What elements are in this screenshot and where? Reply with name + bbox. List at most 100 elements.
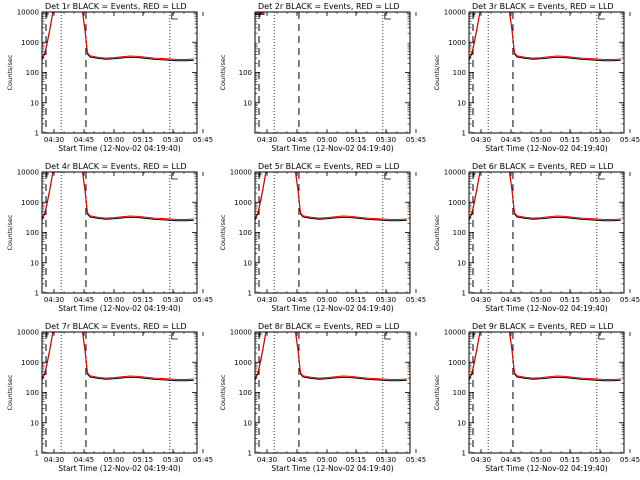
y-tick-label: 10 <box>457 99 466 107</box>
y-tick-label: 10 <box>457 419 466 427</box>
y-tick-label: 10000 <box>17 169 39 177</box>
y-tick-label: 1000 <box>448 199 466 207</box>
x-tick-label: 04:30 <box>257 296 277 304</box>
y-axis-label: Counts/sec <box>6 374 14 410</box>
x-axis-label: Start Time (12-Nov-02 04:19:40) <box>58 464 180 473</box>
x-tick-label: 05:15 <box>560 136 580 144</box>
y-tick-label: 1000 <box>21 39 39 47</box>
x-tick-label: 05:00 <box>104 296 124 304</box>
y-tick-label: 100 <box>453 69 466 77</box>
y-tick-label: 10000 <box>444 329 466 337</box>
y-tick-label: 1000 <box>448 359 466 367</box>
x-tick-label: 05:15 <box>346 456 366 464</box>
panel-title: Det 2r BLACK = Events, RED = LLD <box>258 2 400 11</box>
y-axis-label: Counts/sec <box>433 54 441 90</box>
panel-title: Det 7r BLACK = Events, RED = LLD <box>45 322 187 331</box>
y-axis-label: Counts/sec <box>433 214 441 250</box>
plot-frame <box>468 171 625 294</box>
y-tick-label: 1000 <box>234 359 252 367</box>
panel-det-5r: Det 5r BLACK = Events, RED = LLD Counts/s… <box>219 162 426 313</box>
x-tick-label: 05:45 <box>193 136 213 144</box>
x-tick-label: 05:00 <box>317 296 337 304</box>
y-tick-label: 10 <box>30 419 39 427</box>
lld-line <box>469 172 621 220</box>
y-tick-label: 100 <box>26 69 39 77</box>
events-line <box>469 12 621 62</box>
panel-det-4r: Det 4r BLACK = Events, RED = LLD Counts/s… <box>6 162 213 313</box>
x-tick-label: 05:00 <box>531 456 551 464</box>
y-tick-label: 1 <box>248 450 252 458</box>
x-tick-label: 05:45 <box>620 456 640 464</box>
x-axis-label: Start Time (12-Nov-02 04:19:40) <box>485 304 607 313</box>
x-axis-label: Start Time (12-Nov-02 04:19:40) <box>271 464 393 473</box>
y-tick-label: 10 <box>243 419 252 427</box>
x-tick-label: 05:30 <box>376 136 396 144</box>
x-tick-label: 04:45 <box>287 296 307 304</box>
lld-line <box>255 332 407 380</box>
x-tick-label: 05:00 <box>317 456 337 464</box>
x-tick-label: 05:00 <box>104 456 124 464</box>
x-axis-label: Start Time (12-Nov-02 04:19:40) <box>58 304 180 313</box>
corner-marker-left <box>472 172 476 177</box>
corner-marker-left <box>258 12 262 17</box>
x-tick-label: 05:15 <box>346 296 366 304</box>
x-tick-label: 05:30 <box>163 456 183 464</box>
panel-det-8r: Det 8r BLACK = Events, RED = LLD Counts/s… <box>219 322 426 473</box>
plot-frame <box>254 171 411 294</box>
corner-marker-right <box>598 333 605 340</box>
y-tick-label: 1000 <box>21 199 39 207</box>
y-tick-label: 100 <box>453 229 466 237</box>
y-tick-label: 10000 <box>444 9 466 17</box>
plot-frame <box>254 11 411 134</box>
events-line <box>42 332 194 382</box>
y-tick-label: 10 <box>243 259 252 267</box>
x-axis-label: Start Time (12-Nov-02 04:19:40) <box>271 304 393 313</box>
x-tick-label: 05:45 <box>620 136 640 144</box>
x-tick-label: 05:15 <box>560 456 580 464</box>
plot-area <box>255 332 407 453</box>
y-tick-label: 1000 <box>234 199 252 207</box>
x-tick-label: 05:30 <box>590 296 610 304</box>
plot-frame <box>41 11 198 134</box>
y-tick-label: 10000 <box>230 329 252 337</box>
lld-line <box>42 332 194 380</box>
x-axis-label: Start Time (12-Nov-02 04:19:40) <box>485 144 607 153</box>
x-tick-label: 04:30 <box>471 136 491 144</box>
x-tick-label: 05:30 <box>163 296 183 304</box>
y-tick-label: 1 <box>462 450 466 458</box>
x-tick-label: 04:45 <box>287 136 307 144</box>
y-tick-label: 1 <box>35 290 39 298</box>
events-line <box>469 332 621 382</box>
y-axis-label: Counts/sec <box>219 54 227 90</box>
x-tick-label: 04:30 <box>44 296 64 304</box>
plot-frame <box>41 171 198 294</box>
x-tick-label: 05:30 <box>163 136 183 144</box>
x-tick-label: 05:30 <box>590 136 610 144</box>
events-line <box>255 332 407 382</box>
plot-area <box>42 332 194 453</box>
panel-det-6r: Det 6r BLACK = Events, RED = LLD Counts/s… <box>433 162 640 313</box>
plot-area <box>255 172 407 293</box>
y-tick-label: 10000 <box>17 9 39 17</box>
corner-marker-left <box>45 172 49 177</box>
panel-title: Det 6r BLACK = Events, RED = LLD <box>472 162 614 171</box>
x-tick-label: 04:30 <box>257 136 277 144</box>
x-tick-label: 05:45 <box>406 296 426 304</box>
plot-frame <box>468 331 625 454</box>
corner-marker-left <box>258 332 262 337</box>
lld-line <box>469 332 621 380</box>
x-axis-label: Start Time (12-Nov-02 04:19:40) <box>485 464 607 473</box>
x-tick-label: 05:30 <box>590 456 610 464</box>
x-tick-label: 05:00 <box>531 136 551 144</box>
x-tick-label: 05:15 <box>133 456 153 464</box>
x-tick-label: 05:15 <box>560 296 580 304</box>
y-tick-label: 1 <box>462 130 466 138</box>
corner-marker-right <box>171 13 178 20</box>
panel-title: Det 4r BLACK = Events, RED = LLD <box>45 162 187 171</box>
panel-det-1r: Det 1r BLACK = Events, RED = LLD Counts/s… <box>6 2 213 153</box>
plot-frame <box>468 11 625 134</box>
y-tick-label: 100 <box>239 69 252 77</box>
y-tick-label: 100 <box>239 229 252 237</box>
events-line <box>42 172 194 222</box>
x-tick-label: 05:45 <box>193 296 213 304</box>
